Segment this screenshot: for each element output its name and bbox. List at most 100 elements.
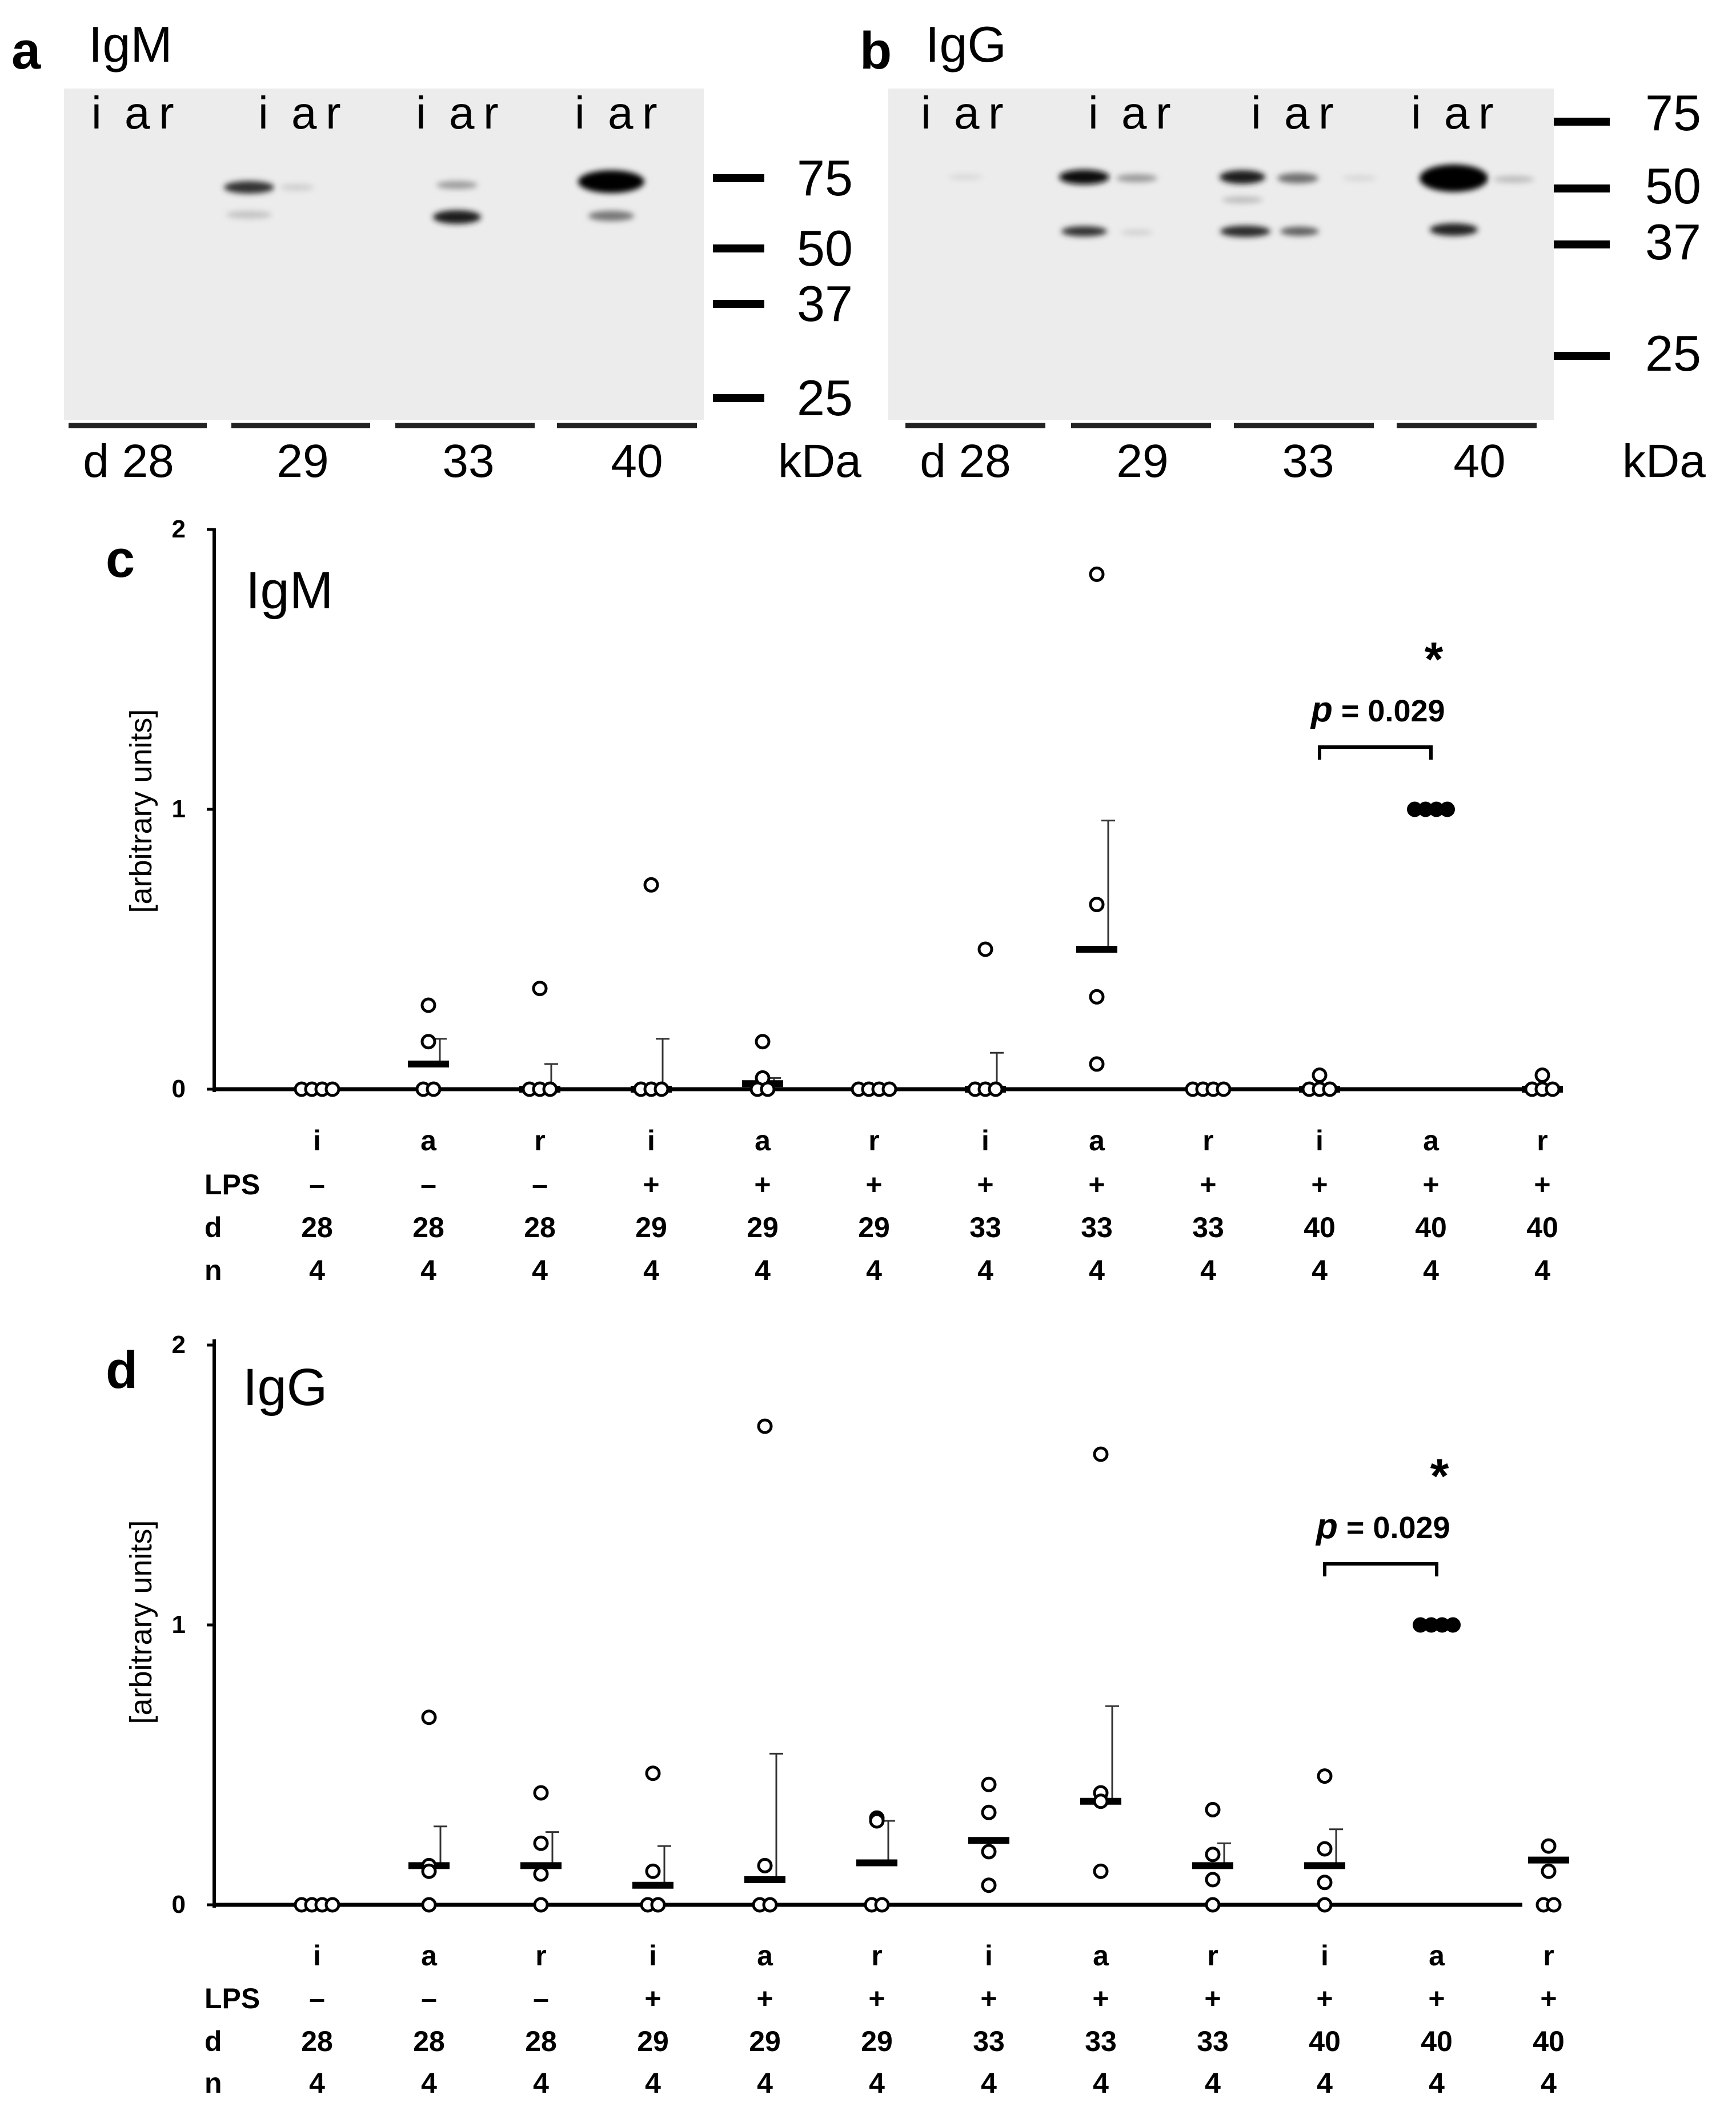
y-tick-label: 2 bbox=[172, 515, 186, 543]
y-axis-label: [arbitrary units] bbox=[124, 1520, 158, 1724]
category-label: a bbox=[755, 1125, 771, 1157]
data-point bbox=[1216, 1081, 1232, 1097]
data-point bbox=[1440, 801, 1455, 817]
category-label: a bbox=[1423, 1125, 1440, 1157]
blot-band bbox=[1430, 223, 1478, 236]
data-point bbox=[869, 1813, 885, 1829]
y-tick-label: 2 bbox=[172, 1331, 186, 1359]
category-label: i bbox=[313, 1940, 321, 1972]
n-label: 4 bbox=[1089, 1254, 1105, 1286]
day-label: 28 bbox=[301, 1211, 333, 1243]
lps-label: + bbox=[754, 1169, 771, 1201]
y-tick-label: 1 bbox=[172, 1611, 186, 1639]
n-label: 4 bbox=[420, 1254, 436, 1286]
y-tick-label: 0 bbox=[172, 1075, 186, 1103]
n-label: 4 bbox=[1429, 2067, 1445, 2099]
lps-label: – bbox=[533, 1982, 549, 2014]
data-point bbox=[1089, 566, 1105, 582]
y-tick-label: 1 bbox=[172, 795, 186, 823]
day-label: 29 bbox=[1116, 435, 1168, 487]
data-point bbox=[542, 1081, 558, 1097]
lane-label: i bbox=[921, 87, 931, 138]
lps-label: + bbox=[1200, 1169, 1216, 1201]
lane-label: a bbox=[1121, 87, 1147, 138]
lane-label: i bbox=[1411, 87, 1421, 138]
category-label: i bbox=[1321, 1940, 1329, 1972]
day-label: 29 bbox=[747, 1211, 779, 1243]
y-axis-label: [arbitrary units] bbox=[124, 709, 158, 913]
lps-label: + bbox=[1428, 1982, 1445, 2014]
lane-label: r bbox=[159, 87, 174, 138]
day-label: 40 bbox=[611, 435, 663, 487]
data-point bbox=[1322, 1081, 1338, 1097]
day-label: 28 bbox=[412, 1211, 444, 1243]
data-point bbox=[874, 1897, 890, 1913]
data-point bbox=[755, 1034, 771, 1050]
n-label: 4 bbox=[309, 1254, 325, 1286]
category-label: a bbox=[1089, 1125, 1105, 1157]
lps-label: + bbox=[756, 1982, 773, 2014]
data-point bbox=[981, 1844, 997, 1860]
lps-label: + bbox=[980, 1982, 997, 2014]
data-point bbox=[1089, 897, 1105, 913]
significance-star: * bbox=[1425, 632, 1444, 686]
n-label: 4 bbox=[1093, 2067, 1109, 2099]
day-label: 40 bbox=[1421, 2025, 1453, 2057]
data-point bbox=[757, 1857, 773, 1873]
data-point bbox=[1093, 1446, 1109, 1462]
data-point bbox=[1317, 1897, 1333, 1913]
data-point bbox=[757, 1418, 773, 1434]
data-point bbox=[981, 1877, 997, 1893]
blot-band bbox=[948, 174, 983, 180]
data-point bbox=[420, 1034, 436, 1050]
day-label: 40 bbox=[1415, 1211, 1447, 1243]
category-label: r bbox=[535, 1940, 546, 1972]
data-point bbox=[1089, 989, 1105, 1005]
blot-membrane-igm bbox=[64, 89, 704, 420]
marker-label: 75 bbox=[1645, 85, 1701, 141]
error-bars bbox=[433, 820, 1115, 1089]
day-label: 40 bbox=[1533, 2025, 1565, 2057]
n-label: 4 bbox=[981, 2067, 997, 2099]
lane-label: a bbox=[1444, 87, 1470, 138]
data-point bbox=[421, 1897, 437, 1913]
category-label: i bbox=[1316, 1125, 1324, 1157]
data-point bbox=[324, 1897, 340, 1913]
data-points bbox=[294, 1418, 1562, 1913]
data-point bbox=[1541, 1863, 1557, 1879]
day-label: 33 bbox=[1085, 2025, 1117, 2057]
day-label: 29 bbox=[276, 435, 328, 487]
lps-label: + bbox=[977, 1169, 993, 1201]
lane-label: a bbox=[608, 87, 634, 138]
category-label: r bbox=[871, 1940, 882, 1972]
category-label: a bbox=[1093, 1940, 1109, 1972]
data-point bbox=[760, 1081, 776, 1097]
y-axis-ticks: 0 1 2 bbox=[172, 515, 214, 1103]
day-label: 40 bbox=[1304, 1211, 1336, 1243]
data-point bbox=[645, 1863, 661, 1879]
p-value-label: p = 0.029 bbox=[1310, 690, 1445, 729]
data-point bbox=[1534, 1067, 1550, 1083]
n-label: 4 bbox=[1541, 2067, 1557, 2099]
blot-band bbox=[433, 210, 481, 224]
data-point bbox=[977, 941, 993, 957]
chart-title-igm: IgM bbox=[246, 561, 333, 620]
data-point bbox=[1205, 1897, 1221, 1913]
day-label: d 28 bbox=[83, 435, 174, 487]
n-label: 4 bbox=[755, 1254, 771, 1286]
data-point bbox=[881, 1081, 897, 1097]
day-label: 33 bbox=[973, 2025, 1005, 2057]
lps-label: + bbox=[1311, 1169, 1328, 1201]
n-label: 4 bbox=[1534, 1254, 1550, 1286]
lane-label: r bbox=[1318, 87, 1334, 138]
data-point bbox=[1205, 1801, 1221, 1817]
significance-bracket bbox=[1323, 1562, 1438, 1576]
day-label: 28 bbox=[525, 2025, 557, 2057]
marker-label: 37 bbox=[1645, 214, 1701, 270]
lane-label: r bbox=[483, 87, 499, 138]
lane-label: i bbox=[416, 87, 426, 138]
data-point bbox=[1445, 1617, 1461, 1633]
day-label: 28 bbox=[413, 2025, 445, 2057]
lps-label: – bbox=[421, 1982, 437, 2014]
category-label: i bbox=[985, 1940, 993, 1972]
